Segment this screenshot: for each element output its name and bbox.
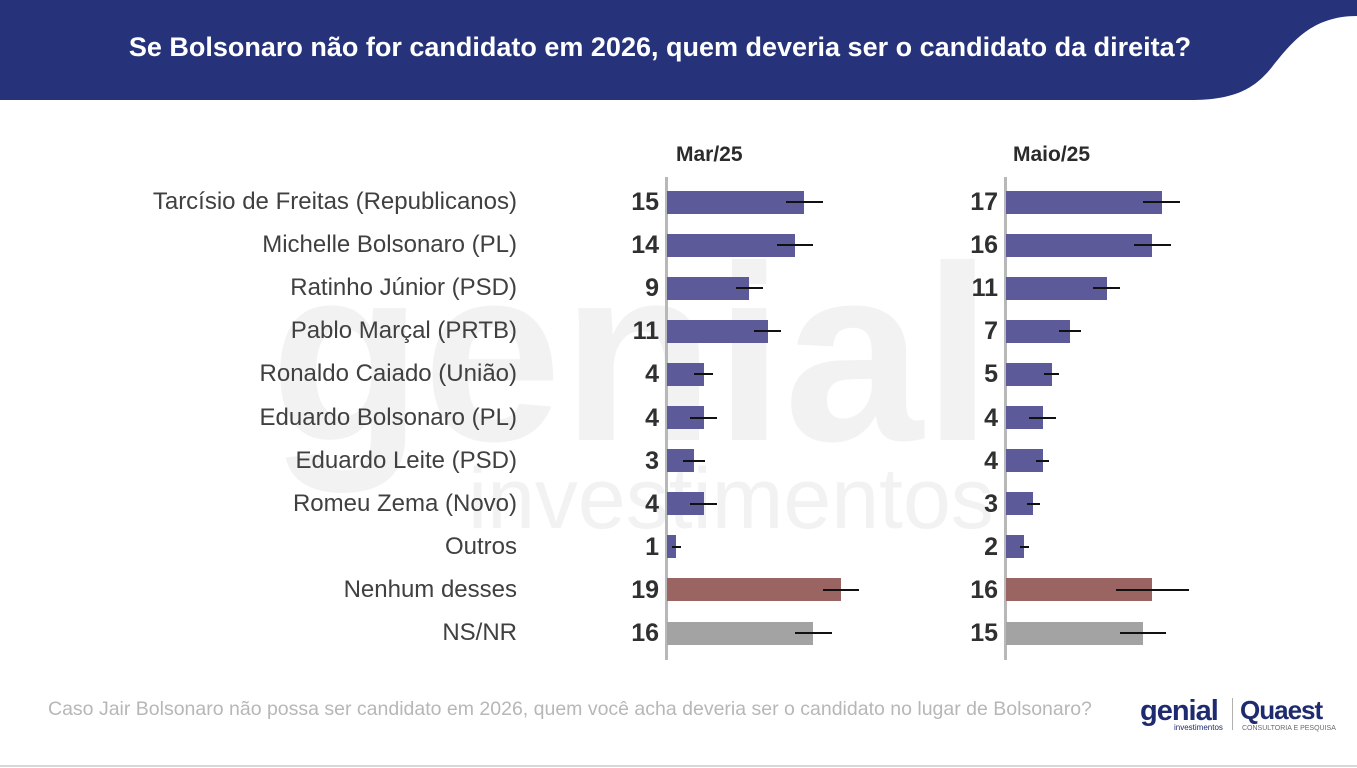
data-label: 4 bbox=[645, 489, 659, 518]
error-bar bbox=[785, 201, 823, 203]
quaest-logo: Quaest CONSULTORIA E PESQUISA bbox=[1240, 695, 1336, 732]
category-label: Nenhum desses bbox=[343, 575, 517, 603]
data-label: 4 bbox=[645, 403, 659, 432]
bar bbox=[1006, 492, 1034, 516]
bar bbox=[667, 621, 814, 645]
data-label: 14 bbox=[631, 231, 659, 260]
data-label: 16 bbox=[970, 231, 998, 260]
error-bar bbox=[1143, 201, 1180, 203]
data-label: 19 bbox=[631, 575, 659, 604]
error-bar bbox=[1027, 502, 1040, 505]
column-title-maio25: Maio/25 bbox=[1013, 143, 1091, 166]
bar bbox=[1006, 406, 1043, 429]
category-label: Pablo Marçal (PRTB) bbox=[290, 317, 517, 345]
bar bbox=[667, 319, 768, 343]
error-bar bbox=[671, 545, 681, 548]
bar bbox=[667, 362, 704, 386]
data-label: 4 bbox=[984, 403, 998, 432]
bar bbox=[667, 449, 695, 473]
bar bbox=[1006, 276, 1107, 300]
bar bbox=[667, 406, 704, 429]
data-label: 3 bbox=[645, 446, 659, 475]
bar bbox=[1006, 449, 1043, 473]
error-bar bbox=[1044, 373, 1060, 376]
survey-question: Caso Jair Bolsonaro não possa ser candid… bbox=[48, 698, 1092, 720]
bar bbox=[1006, 233, 1153, 257]
footer-divider bbox=[0, 765, 1357, 767]
error-bar bbox=[1120, 632, 1167, 634]
bar bbox=[1006, 319, 1071, 343]
column-title-mar25: Mar/25 bbox=[676, 143, 743, 166]
genial-logo-text: genial bbox=[1140, 695, 1219, 727]
category-label: Outros bbox=[444, 532, 517, 560]
genial-logo: genial investimentos bbox=[1140, 695, 1223, 733]
error-bar bbox=[822, 588, 860, 591]
data-label: 17 bbox=[970, 188, 998, 216]
bar bbox=[1006, 362, 1052, 386]
data-label: 2 bbox=[984, 532, 998, 561]
genial-logo-subtext: investimentos bbox=[1174, 723, 1223, 732]
error-bar bbox=[1059, 330, 1082, 333]
data-label: 16 bbox=[631, 619, 659, 647]
chart-title: Se Bolsonaro não for candidato em 2026, … bbox=[128, 32, 1192, 62]
error-bar bbox=[795, 632, 832, 634]
bar bbox=[1006, 578, 1153, 602]
category-label: Romeu Zema (Novo) bbox=[292, 489, 517, 517]
category-label: Eduardo Bolsonaro (PL) bbox=[259, 403, 517, 431]
error-bar bbox=[1019, 545, 1029, 548]
bar bbox=[667, 190, 805, 214]
error-bar bbox=[735, 287, 764, 290]
data-label: 9 bbox=[645, 274, 659, 303]
data-label: 1 bbox=[645, 532, 659, 561]
watermark-investimentos: investimentos bbox=[468, 451, 994, 547]
data-label: 11 bbox=[971, 274, 998, 303]
data-label: 3 bbox=[984, 489, 998, 518]
category-label: Michelle Bolsonaro (PL) bbox=[262, 231, 517, 259]
bar bbox=[667, 578, 841, 602]
data-label: 5 bbox=[984, 360, 998, 389]
axis-line-mar25 bbox=[665, 177, 668, 660]
bar bbox=[1006, 535, 1025, 559]
category-label: Eduardo Leite (PSD) bbox=[295, 446, 517, 474]
error-bar bbox=[753, 330, 782, 333]
error-bar bbox=[689, 416, 718, 419]
header-banner: Se Bolsonaro não for candidato em 2026, … bbox=[0, 0, 1357, 100]
category-label: Ratinho Júnior (PSD) bbox=[290, 274, 517, 302]
logo-divider bbox=[1232, 698, 1233, 730]
quaest-logo-subtext: CONSULTORIA E PESQUISA bbox=[1242, 725, 1336, 732]
data-label: 4 bbox=[645, 360, 659, 389]
quaest-logo-text: Quaest bbox=[1240, 695, 1323, 725]
bar bbox=[667, 276, 750, 300]
error-bar bbox=[1036, 459, 1049, 462]
error-bar bbox=[776, 244, 814, 247]
bar bbox=[667, 233, 796, 257]
axis-line-maio25 bbox=[1004, 177, 1007, 660]
data-label: 15 bbox=[970, 619, 998, 647]
data-label: 7 bbox=[984, 317, 998, 346]
bar bbox=[667, 492, 704, 516]
error-bar bbox=[689, 502, 718, 505]
bar bbox=[1006, 621, 1144, 645]
category-label: Tarcísio de Freitas (Republicanos) bbox=[152, 188, 517, 215]
error-bar bbox=[1115, 588, 1189, 591]
bar bbox=[1006, 190, 1162, 214]
data-label: 4 bbox=[984, 446, 998, 475]
header-background bbox=[0, 0, 1357, 100]
error-bar bbox=[1092, 287, 1121, 290]
error-bar bbox=[694, 373, 713, 376]
error-bar bbox=[1028, 416, 1057, 419]
data-label: 16 bbox=[970, 575, 998, 604]
category-label: NS/NR bbox=[442, 619, 517, 646]
category-label: Ronaldo Caiado (União) bbox=[259, 360, 517, 388]
error-bar bbox=[683, 459, 706, 462]
error-bar bbox=[1134, 244, 1171, 247]
data-label: 15 bbox=[631, 188, 659, 216]
data-label: 11 bbox=[632, 317, 659, 346]
